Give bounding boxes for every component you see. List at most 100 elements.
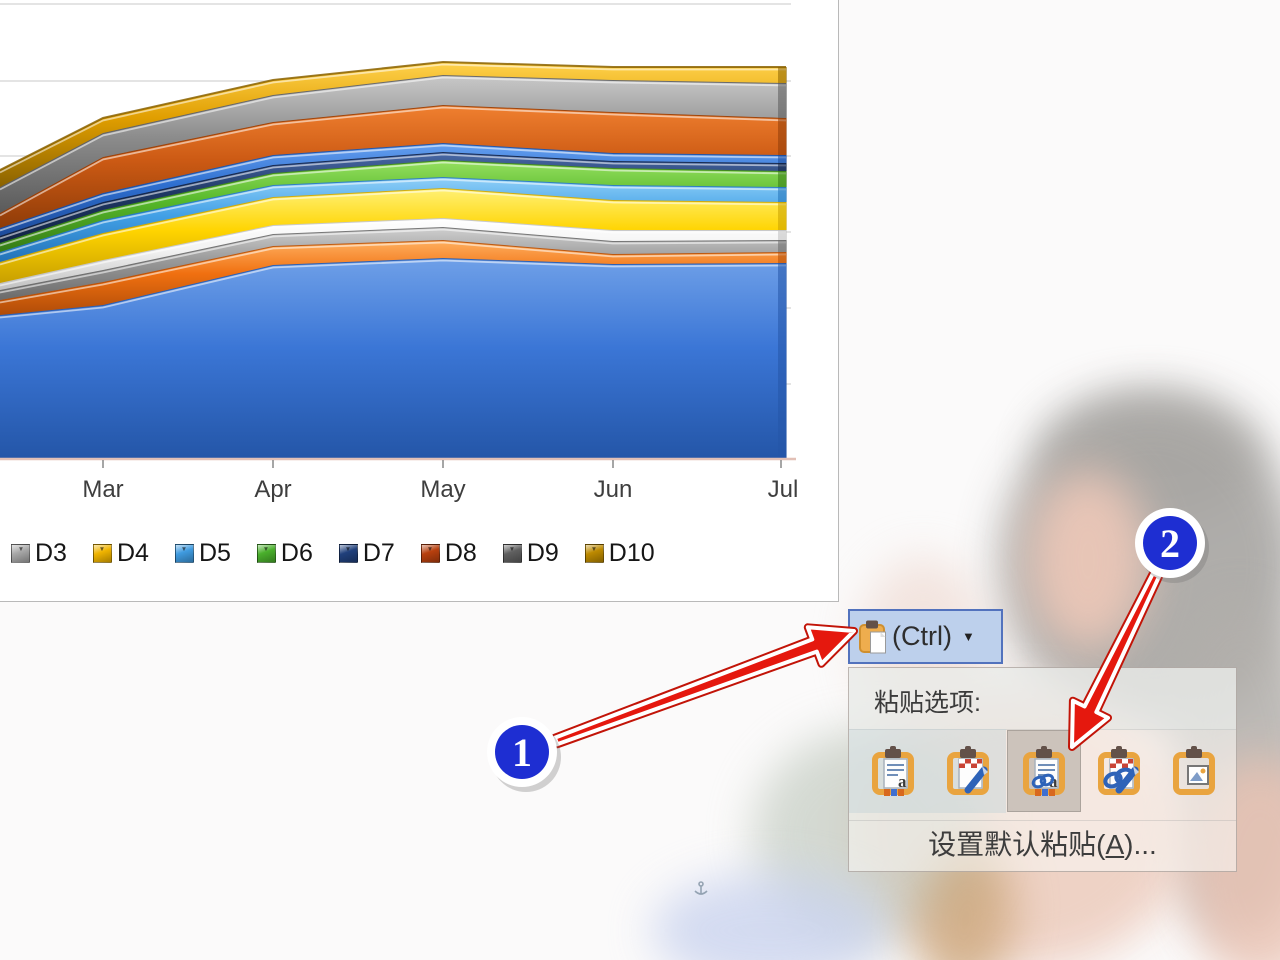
legend-label: D8 [444,539,477,567]
x-axis-label-apr: Apr [254,476,292,503]
paste-option-keep-source-formatting[interactable]: a [857,731,929,811]
legend-label: D5 [198,539,231,567]
band-3d-cap-rust [778,118,787,155]
area-band-sky-blue [0,177,786,262]
band-3d-cap-navy [778,163,787,171]
band-3d-cap-sky-blue [778,187,787,202]
paste-as-picture-icon [1173,746,1215,795]
area-band-blue-large [0,258,786,458]
paste-merge-formatting-icon: a [1023,746,1065,796]
area-band-gold [0,62,786,187]
step-1-badge-ring [487,717,557,787]
chart-panel[interactable]: Mar Apr May Jun Jul ▼ D3 ▼ D4 ▼ D5 ▼ D6 ▼ D7 ▼ D8 ▼ D9 ▼ D1… [0,0,839,602]
x-axis-label-jul: Jul [767,476,799,503]
step-1-badge-number: 1 [512,730,532,775]
paste-ctrl-button[interactable]: (Ctrl) ▼ [848,609,1003,664]
legend-label: D7 [362,539,395,567]
band-3d-cap-orange [778,252,787,263]
area-band-rust [0,105,786,228]
set-default-paste-suffix: )... [1124,829,1157,860]
x-axis-label-jun: Jun [593,476,633,503]
legend-item-d8[interactable]: ▼ D8 [420,539,477,568]
band-3d-cap-gray-dark [778,83,787,118]
legend-item-d5[interactable]: ▼ D5 [174,539,231,568]
popup-title-row: 粘贴选项: [849,668,1236,730]
area-band-green [0,160,786,252]
band-3d-cap-yellow [778,202,787,230]
paste-link-destination-icon [1098,746,1140,795]
legend-label: D9 [526,539,559,567]
x-axis-label-mar: Mar [82,476,124,503]
step-1-badge-shadow [491,722,561,792]
legend-swatch-d10: ▼ [584,544,604,563]
band-edge-gloss-sky-blue [0,178,787,256]
x-axis-label-may: May [420,476,466,503]
legend-swatch-d9: ▼ [502,544,522,563]
legend-item-d7[interactable]: ▼ D7 [338,539,395,568]
area-band-royal-blue [0,143,786,236]
step-1-arrow-edge [550,623,858,749]
legend-swatch-d3: ▼ [11,544,30,563]
band-3d-cap-royal-blue [778,155,787,163]
svg-text:a: a [898,772,907,791]
set-default-paste-prefix: 设置默认粘贴( [928,829,1106,860]
band-3d-cap-green [778,171,787,187]
paste-option-picture[interactable] [1158,731,1230,811]
chart-legend: ▼ D3 ▼ D4 ▼ D5 ▼ D6 ▼ D7 ▼ D8 ▼ D9 ▼ D10 [11,539,655,568]
paste-options-title: 粘贴选项: [874,689,981,717]
area-band-gray-light [0,227,786,300]
paste-ctrl-label: (Ctrl) [892,621,952,651]
chevron-down-icon: ▼ [961,629,975,644]
legend-swatch-d6: ▼ [256,544,276,563]
area-band-orange [0,240,786,315]
band-edge-gloss-gray-light [0,228,787,294]
area-band-white [0,218,786,290]
chart-plot[interactable] [0,0,838,601]
legend-item-d9[interactable]: ▼ D9 [502,539,559,568]
band-edge-gloss-royal-blue [0,144,787,232]
legend-swatch-d8: ▼ [420,544,440,563]
photo-lavender-cloth [652,873,887,960]
band-edge-gloss-green [0,161,787,247]
object-anchor-icon [694,881,708,895]
legend-label: D10 [608,539,655,567]
band-3d-cap-blue-large [778,263,787,458]
area-band-navy [0,152,786,243]
legend-item-d10[interactable]: ▼ D10 [584,539,655,568]
legend-label: D6 [280,539,313,567]
legend-swatch-d7: ▼ [338,544,358,563]
band-3d-cap-gray-light [778,240,787,252]
paste-option-link-use-destination[interactable] [1083,731,1155,811]
paste-match-destination-icon [947,746,989,795]
band-edge-gloss-blue-large [0,259,787,319]
set-default-paste-item[interactable]: 设置默认粘贴(A)... [849,820,1236,872]
band-edge-dark-gold [0,60,786,171]
band-3d-cap-gold [778,67,787,83]
legend-item-d6[interactable]: ▼ D6 [256,539,313,568]
area-band-gray-dark [0,75,786,213]
legend-swatch-d4: ▼ [92,544,112,563]
band-3d-cap-white [778,230,787,240]
paste-option-merge-formatting[interactable]: a [1007,730,1081,812]
area-band-yellow [0,188,786,283]
band-edge-gloss-gray-dark [0,76,787,191]
band-edge-gloss-gold [0,63,786,174]
legend-item-d4[interactable]: ▼ D4 [92,539,149,568]
step-1-badge [495,725,549,779]
photo-face-skin [1028,470,1148,650]
band-edge-gloss-orange [0,241,787,304]
legend-label: D4 [116,539,149,567]
legend-swatch-d5: ▼ [174,544,194,563]
paste-keep-source-formatting-icon: a [872,746,914,796]
legend-label: D3 [35,539,67,567]
band-edge-gloss-navy [0,153,787,240]
legend-item-d3[interactable]: ▼ D3 [11,539,67,568]
band-edge-gloss-rust [0,106,787,217]
band-edge-gloss-white [0,219,786,287]
step-1-arrow [552,625,856,747]
set-default-paste-accesskey: A [1105,829,1125,860]
paste-option-match-destination-formatting[interactable] [932,731,1004,811]
